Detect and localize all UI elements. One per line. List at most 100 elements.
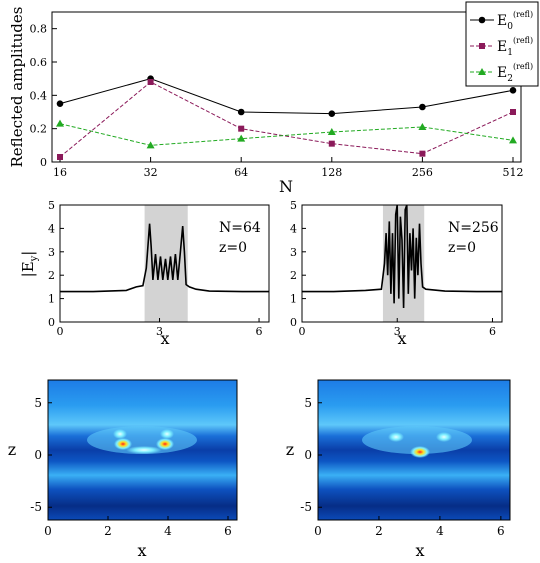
- ey-label-sub: y: [29, 255, 40, 262]
- data-point-e2: [509, 136, 517, 144]
- data-point-e0: [328, 110, 336, 117]
- data-point-e2: [146, 141, 155, 149]
- series-line-e0: [59, 78, 514, 115]
- y-tick-label: 0.6: [30, 56, 48, 69]
- y-axis-label: |Ey|: [19, 251, 40, 278]
- y-axis-label: z: [286, 440, 294, 459]
- y-tick-label: 3: [290, 246, 297, 259]
- y-tick-label: -5: [30, 500, 42, 514]
- data-point-e1: [419, 150, 426, 157]
- x-axis-label: x: [137, 541, 146, 560]
- y-tick-label: 5: [48, 199, 55, 212]
- data-point-e0: [509, 87, 517, 94]
- y-axis-label: Reflected amplitudes: [8, 7, 26, 168]
- y-tick-label: 2: [290, 269, 297, 282]
- plot-frame: [301, 204, 503, 323]
- y-tick-label: 0.8: [30, 23, 48, 36]
- y-tick-label: 1: [290, 293, 297, 306]
- field-curve: [302, 204, 502, 309]
- x-axis-label: x: [397, 329, 406, 348]
- svg-text:|Ey|: |Ey|: [19, 251, 40, 278]
- legend: E0(refl)E1(refl)E2(refl): [465, 1, 539, 87]
- annotation-n: N=256: [448, 220, 499, 236]
- legend-label-main: E: [497, 65, 507, 81]
- legend-label-sub: 1: [507, 48, 513, 58]
- x-tick-label: 4: [436, 524, 444, 538]
- legend-marker: [478, 16, 486, 24]
- field-curve: [60, 223, 269, 293]
- field-profile-n256-chart: 0 1 2 3 4 5 0 3 6 N=256 z=0 x: [290, 199, 503, 348]
- y-tick-label: 4: [48, 222, 55, 235]
- legend-label: E1(refl): [497, 36, 533, 58]
- legend-label-main: E: [497, 13, 507, 29]
- y-tick-label: 5: [34, 396, 42, 410]
- data-point-e2: [56, 119, 64, 127]
- data-point-e0: [237, 108, 245, 116]
- y-tick-label: 0: [304, 448, 312, 462]
- y-tick-label: 0: [40, 156, 47, 169]
- x-axis-label: x: [160, 329, 169, 348]
- heatmap-frame: [47, 379, 238, 521]
- x-tick-label: 6: [256, 325, 263, 338]
- y-tick-label: -5: [300, 500, 312, 514]
- data-point-e2: [418, 123, 427, 130]
- legend-label: E2(refl): [497, 62, 533, 84]
- series-line-e1: [59, 81, 514, 158]
- cool-spot: [126, 446, 162, 454]
- legend-label-sup: (refl): [513, 36, 533, 45]
- annotation-z: z=0: [219, 240, 247, 256]
- data-point-e1: [328, 140, 335, 147]
- cool-spot-top-left: [388, 432, 404, 442]
- y-tick-label: 5: [304, 396, 312, 410]
- x-tick-label: 3: [394, 325, 401, 338]
- x-tick-label: 16: [53, 166, 67, 179]
- annotation-n: N=64: [219, 220, 261, 236]
- cool-spot-top-left: [113, 429, 127, 439]
- cool-spot-top-right: [436, 432, 452, 442]
- y-tick-label: 1: [48, 293, 55, 306]
- legend-label-sup: (refl): [513, 10, 533, 19]
- heatmap-frame: [317, 379, 511, 521]
- x-tick-label: 128: [321, 166, 342, 179]
- data-point-e2: [237, 134, 246, 142]
- x-tick-label: 0: [44, 524, 52, 538]
- x-tick-label: 6: [224, 524, 232, 538]
- legend-label-sub: 0: [507, 22, 513, 32]
- data-point-e1: [510, 109, 516, 115]
- plot-frame: [59, 204, 270, 323]
- hot-spot-right: [156, 438, 174, 450]
- hot-spot-center: [410, 446, 430, 458]
- hot-spot-left: [114, 438, 132, 450]
- series-line-e2: [59, 123, 514, 146]
- x-tick-label: 6: [489, 325, 496, 338]
- x-tick-label: 0: [314, 524, 322, 538]
- x-tick-label: 256: [412, 166, 433, 179]
- data-point-e1: [57, 154, 63, 160]
- data-point-e0: [419, 103, 426, 111]
- y-tick-label: 0.4: [30, 89, 48, 102]
- x-tick-label: 2: [104, 524, 112, 538]
- data-point-e2: [327, 128, 336, 135]
- x-axis-label: N: [279, 177, 293, 196]
- field-profile-n64-chart: 0 1 2 3 4 5 0 3 6 N=64 z=0 |Ey| x: [19, 199, 270, 348]
- legend-label-sup: (refl): [513, 62, 533, 71]
- legend-marker: [478, 68, 486, 75]
- y-tick-label: 2: [48, 269, 55, 282]
- x-tick-label: 4: [164, 524, 172, 538]
- y-tick-label: 0: [34, 448, 42, 462]
- annotation-z: z=0: [448, 240, 476, 256]
- y-tick-label: 4: [290, 222, 297, 235]
- y-tick-label: 3: [48, 246, 55, 259]
- x-tick-label: 6: [497, 524, 505, 538]
- y-tick-label: 0: [48, 316, 55, 329]
- data-point-e0: [56, 100, 64, 107]
- x-tick-label: 64: [234, 166, 248, 179]
- data-point-e1: [147, 79, 154, 85]
- x-tick-label: 32: [144, 166, 158, 179]
- ey-label-main: |E: [19, 261, 37, 277]
- reflected-amplitudes-chart: 0 0.2 0.4 0.6 0.8 16 32 64 128 256 512 Reflected …: [8, 1, 539, 196]
- y-tick-label: 0: [290, 316, 297, 329]
- x-tick-label: 0: [299, 325, 306, 338]
